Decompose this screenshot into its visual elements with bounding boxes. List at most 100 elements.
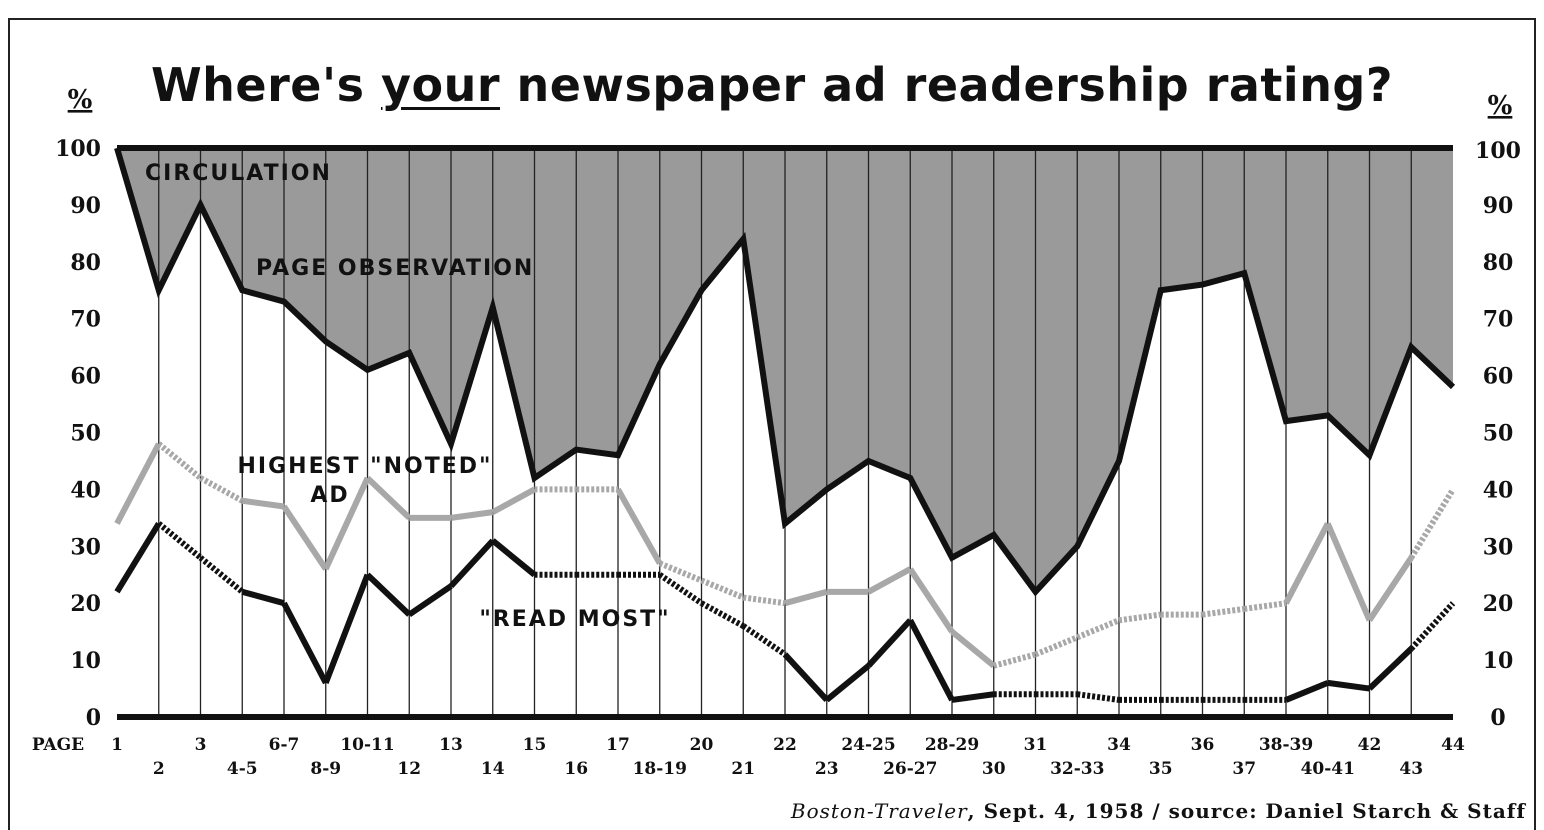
highest-noted-ad-line-segment bbox=[784, 588, 828, 607]
highest-noted-ad-line-segment bbox=[1118, 611, 1162, 624]
highest-noted-ad-line-segment bbox=[1202, 605, 1245, 618]
highest-noted-ad-line-segment bbox=[867, 566, 912, 595]
title-start: Where's bbox=[150, 58, 381, 112]
page-tick-top: 31 bbox=[1024, 735, 1048, 755]
read-most-line-segment bbox=[241, 588, 285, 607]
page-tick-bottom: 8-9 bbox=[310, 759, 341, 779]
highest-noted-ad-line-segment bbox=[491, 486, 536, 515]
page-tick-top: 3 bbox=[195, 735, 207, 755]
y-tick-left: 90 bbox=[70, 193, 101, 219]
read-most-line-segment bbox=[951, 691, 995, 703]
page-tick-top: 42 bbox=[1358, 735, 1382, 755]
read-most-line-segment bbox=[490, 538, 537, 578]
page-tick-bottom: 16 bbox=[564, 759, 588, 779]
highest-noted-ad-line-segment bbox=[658, 560, 703, 584]
page-tick-bottom: 12 bbox=[397, 759, 421, 779]
highest-noted-ad-line-segment bbox=[1367, 556, 1414, 622]
read-most-line-segment bbox=[114, 521, 162, 594]
highest-noted-ad-line-segment bbox=[199, 475, 244, 504]
highest-noted-ad-line-segment bbox=[1408, 487, 1456, 560]
y-tick-left: 80 bbox=[70, 250, 101, 276]
highest-noted-ad-line-segment bbox=[950, 629, 996, 669]
read-most-line-segment bbox=[741, 623, 787, 657]
page-tick-top: 28-29 bbox=[925, 735, 979, 755]
highest-noted-ad-line-segment bbox=[1324, 522, 1373, 622]
page-observation-line bbox=[114, 147, 1456, 597]
page-tick-bottom: 4-5 bbox=[227, 759, 258, 779]
page-tick-top: 17 bbox=[606, 735, 630, 755]
page-tick-top: 10-11 bbox=[340, 735, 394, 755]
page-tick-top: 24-25 bbox=[841, 735, 895, 755]
y-tick-right: 70 bbox=[1483, 307, 1514, 333]
highest-noted-ad-line-segment bbox=[1243, 600, 1287, 612]
title-emphasis: your bbox=[380, 58, 501, 112]
y-tick-left: 20 bbox=[70, 591, 101, 617]
read-most-line-segment bbox=[365, 572, 412, 617]
page-tick-bottom: 14 bbox=[481, 759, 505, 779]
page-tick-bottom: 43 bbox=[1399, 759, 1423, 779]
y-tick-right: 60 bbox=[1483, 364, 1514, 390]
y-tick-left: 40 bbox=[70, 477, 101, 503]
page-tick-bottom: 23 bbox=[815, 759, 839, 779]
y-tick-left: 50 bbox=[70, 421, 101, 447]
highest-noted-ad-line-segment bbox=[1034, 634, 1079, 658]
source-credit: Boston-Traveler, Sept. 4, 1958 / source:… bbox=[791, 799, 1526, 823]
page-observation-label: PAGE OBSERVATION bbox=[256, 256, 534, 281]
highest-noted-label-line1: HIGHEST "NOTED" bbox=[238, 454, 493, 479]
page-tick-bottom: 2 bbox=[153, 759, 165, 779]
page-axis-label: PAGE bbox=[32, 735, 84, 755]
page-tick-top: 13 bbox=[439, 735, 463, 755]
page-tick-bottom: 26-27 bbox=[883, 759, 937, 779]
read-most-line-segment bbox=[1327, 679, 1370, 692]
y-tick-left: 70 bbox=[70, 307, 101, 333]
page-tick-top: 34 bbox=[1107, 735, 1131, 755]
highest-noted-ad-line-segment bbox=[323, 476, 371, 571]
y-tick-right: 40 bbox=[1483, 477, 1514, 503]
y-tick-right: 30 bbox=[1483, 534, 1514, 560]
page-tick-top: 6-7 bbox=[269, 735, 300, 755]
page-tick-top: 36 bbox=[1191, 735, 1215, 755]
read-most-line-segment bbox=[281, 601, 329, 685]
read-most-line-segment bbox=[156, 521, 203, 561]
highest-noted-ad-line-segment bbox=[992, 651, 1037, 669]
page-tick-top: 22 bbox=[773, 735, 797, 755]
highest-noted-ad-line-segment bbox=[742, 594, 786, 607]
highest-noted-ad-line-segment bbox=[907, 567, 955, 634]
y-tick-right: 50 bbox=[1483, 421, 1514, 447]
y-axis-label-left: % bbox=[68, 85, 93, 115]
highest-noted-ad-line-segment bbox=[156, 441, 203, 481]
read-most-line-segment bbox=[700, 600, 745, 629]
chart-frame bbox=[8, 18, 1536, 830]
page-tick-top: 1 bbox=[111, 735, 123, 755]
y-tick-right: 10 bbox=[1483, 648, 1514, 674]
read-most-line-segment bbox=[448, 538, 495, 589]
read-most-line-segment bbox=[322, 573, 371, 684]
y-tick-right: 0 bbox=[1490, 705, 1505, 731]
read-most-line-segment bbox=[407, 583, 453, 618]
read-most-line-segment bbox=[824, 663, 871, 703]
read-most-line-segment bbox=[198, 555, 245, 595]
highest-noted-ad-line-segment bbox=[1076, 617, 1121, 641]
circulation-label: CIRCULATION bbox=[145, 161, 332, 186]
read-most-line-segment bbox=[866, 618, 913, 668]
read-most-line-segment bbox=[1076, 691, 1120, 703]
read-most-line-segment bbox=[658, 572, 704, 606]
highest-noted-ad-line-segment bbox=[281, 504, 329, 571]
y-tick-right: 90 bbox=[1483, 193, 1514, 219]
y-tick-right: 20 bbox=[1483, 591, 1514, 617]
highest-noted-ad-line-segment bbox=[450, 509, 494, 521]
page-tick-top: 44 bbox=[1441, 735, 1465, 755]
highest-noted-ad-line-segment bbox=[615, 487, 663, 565]
highest-noted-ad-line-segment bbox=[365, 475, 412, 521]
page-tick-bottom: 40-41 bbox=[1301, 759, 1355, 779]
y-tick-left: 100 bbox=[55, 136, 101, 162]
y-tick-left: 30 bbox=[70, 534, 101, 560]
read-most-line-segment bbox=[782, 652, 829, 702]
y-tick-right: 100 bbox=[1475, 138, 1521, 164]
y-axis-label-right: % bbox=[1488, 91, 1513, 121]
source-paper: Boston-Traveler bbox=[790, 799, 968, 823]
highest-noted-ad-line-segment bbox=[241, 497, 285, 510]
title-end: newspaper ad readership rating? bbox=[500, 58, 1394, 112]
read-most-label: "READ MOST" bbox=[479, 607, 670, 632]
